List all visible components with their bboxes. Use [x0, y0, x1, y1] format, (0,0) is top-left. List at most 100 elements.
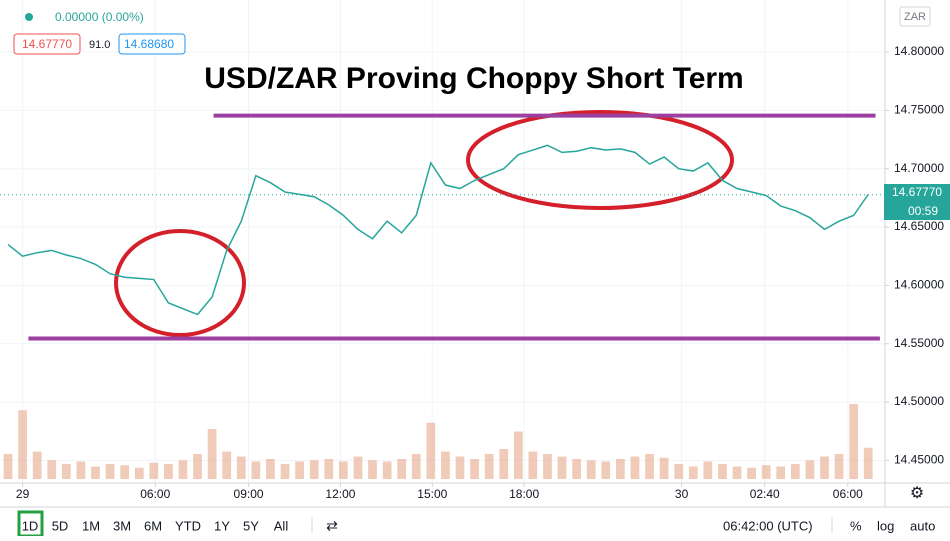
volume-bar	[134, 467, 144, 479]
volume-bar	[761, 465, 771, 479]
volume-bar	[76, 461, 86, 479]
volume-bar	[164, 464, 173, 479]
x-tick-label: 09:00	[234, 487, 264, 501]
change-text: 0.00000 (0.00%)	[55, 10, 144, 24]
currency-box[interactable]	[899, 6, 931, 27]
volume-bar	[528, 451, 538, 479]
volume-bar	[674, 464, 684, 479]
price-tag-price: 14.67770	[892, 185, 942, 199]
volume-bar	[149, 462, 159, 479]
y-tick-label: 14.80000	[894, 44, 944, 58]
x-tick-label: 12:00	[325, 487, 355, 501]
range-button[interactable]: 5D	[52, 518, 69, 533]
bid-price[interactable]: 14.67770	[22, 37, 72, 51]
volume-bar	[120, 465, 130, 479]
volume-bar	[645, 454, 654, 479]
compare-icon[interactable]: ⇄	[326, 518, 338, 534]
volume-bar	[178, 460, 188, 479]
volume-bar	[207, 429, 217, 479]
volume-bar	[47, 460, 57, 479]
highlight-ellipse	[466, 110, 734, 210]
volume-bar	[703, 461, 713, 479]
volume-bar	[236, 456, 246, 479]
y-tick-label: 14.70000	[894, 161, 944, 175]
x-tick-label: 06:00	[833, 487, 863, 501]
volume-bar	[557, 456, 567, 479]
x-tick-label: 02:40	[750, 487, 780, 501]
settings-icon[interactable]: ⚙	[910, 485, 924, 502]
range-button[interactable]: 1Y	[214, 518, 230, 533]
x-tick-label: 18:00	[509, 487, 539, 501]
volume-bar	[353, 456, 363, 479]
chart-title: USD/ZAR Proving Choppy Short Term	[204, 62, 743, 95]
y-tick-label: 14.50000	[894, 394, 944, 408]
percent-toggle[interactable]: %	[850, 518, 862, 533]
volume-bar	[397, 459, 407, 479]
volume-bar	[820, 456, 829, 479]
volume-bar	[266, 459, 275, 479]
log-toggle[interactable]: log	[877, 518, 894, 533]
x-tick-label: 29	[16, 487, 30, 501]
volume-bar	[441, 451, 450, 479]
volume-bar	[805, 460, 815, 479]
range-button[interactable]: 1M	[82, 518, 100, 533]
y-tick-label: 14.45000	[894, 453, 944, 467]
range-button[interactable]: YTD	[175, 518, 201, 533]
volume-bar	[484, 454, 494, 479]
y-tick-label: 14.55000	[894, 336, 944, 350]
price-line	[7, 144, 869, 316]
x-tick-label: 06:00	[140, 487, 170, 501]
volume-bar	[776, 466, 786, 479]
currency[interactable]: ZAR	[904, 11, 926, 23]
volume-bar	[513, 431, 523, 479]
x-tick-label: 15:00	[417, 487, 447, 501]
volume-bar	[309, 460, 319, 479]
volume-bar	[630, 456, 640, 479]
ask-price[interactable]: 14.68680	[124, 37, 174, 51]
volume-bar	[91, 466, 100, 479]
y-tick-label: 14.65000	[894, 219, 944, 233]
volume-bar	[382, 461, 392, 479]
range-button[interactable]: 3M	[113, 518, 131, 533]
volume-bar	[193, 454, 202, 479]
volume-bar	[615, 459, 625, 479]
volume-bar	[572, 459, 582, 479]
volume-bar	[280, 464, 290, 479]
volume-bar	[3, 454, 13, 479]
y-tick-label: 14.60000	[894, 278, 944, 292]
range-button[interactable]: All	[274, 518, 289, 533]
volume-bar	[324, 459, 334, 479]
volume-bar	[295, 461, 304, 479]
clock: 06:42:00 (UTC)	[723, 518, 813, 533]
volume-bar	[61, 464, 71, 479]
volume-bar	[251, 461, 261, 479]
volume-bar	[455, 456, 465, 479]
price-tag	[884, 184, 950, 220]
volume-bar	[18, 410, 27, 479]
price-tag-countdown: 00:59	[908, 204, 938, 218]
volume-bar	[688, 466, 698, 479]
y-tick-label: 14.75000	[894, 103, 944, 117]
volume-bar	[426, 422, 436, 479]
volume-bar	[790, 464, 800, 479]
auto-toggle[interactable]: auto	[910, 518, 935, 533]
volume-bar	[368, 460, 377, 479]
bid-box[interactable]	[13, 33, 81, 55]
range-button[interactable]: 6M	[144, 518, 162, 533]
ask-box[interactable]	[118, 33, 186, 55]
volume-bar	[543, 454, 552, 479]
volume-bar	[659, 457, 669, 479]
volume-bar	[732, 466, 742, 479]
spread: 91.0	[89, 39, 110, 51]
volume-bar	[586, 460, 596, 479]
volume-bar	[222, 451, 232, 479]
volume-bar	[411, 454, 421, 479]
range-button[interactable]: 5Y	[243, 518, 259, 533]
volume-bar	[601, 461, 611, 479]
volume-bar	[470, 459, 479, 479]
range-button[interactable]: 1D	[22, 518, 39, 533]
volume-bar	[747, 467, 756, 479]
